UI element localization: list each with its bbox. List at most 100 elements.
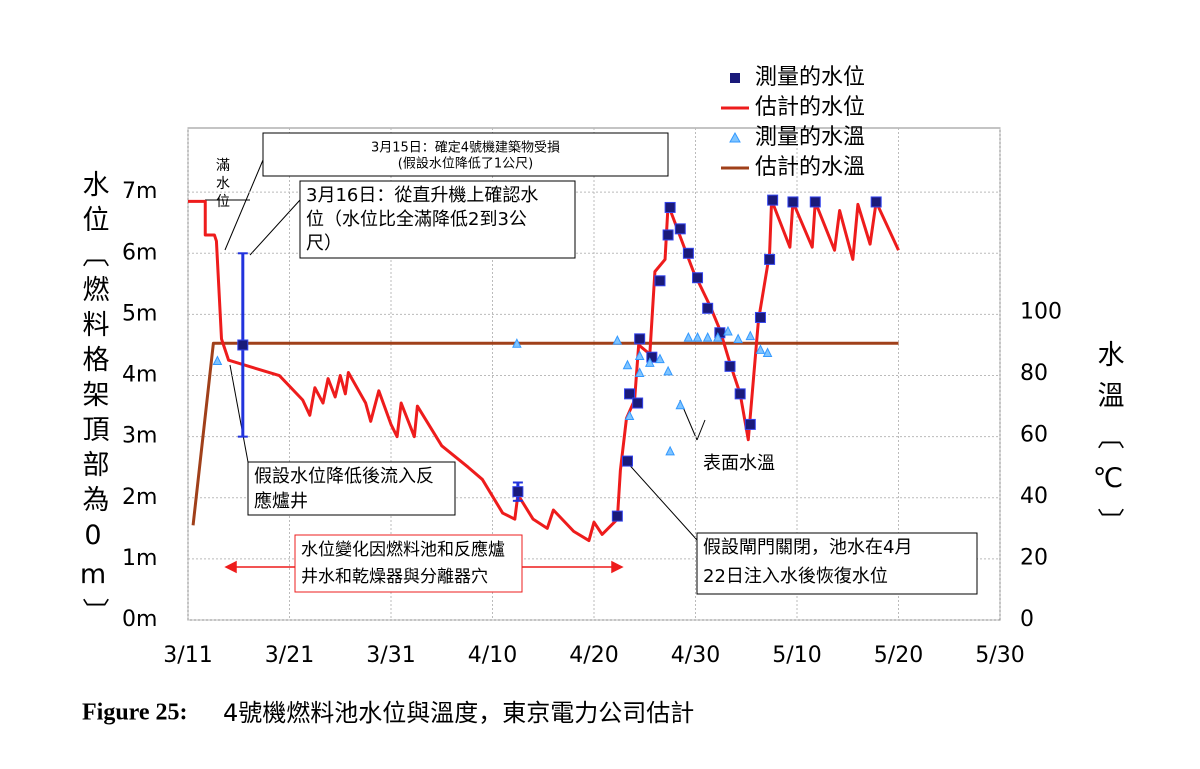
point [745,330,756,341]
point [655,353,665,364]
point [724,360,736,372]
x-tick-label: 4/10 [468,643,517,668]
point [624,410,635,421]
point [634,350,645,361]
point [663,365,673,376]
annotation-box [262,132,669,177]
y-tick-label: 1m [122,546,157,571]
annotation-text: 應爐井 [254,490,308,512]
point [702,331,713,342]
legend-swatch [730,73,740,83]
annotation-text: 假設水位降低後流入反 [254,466,434,487]
y-tick-label: 4m [122,363,157,388]
point [664,201,676,213]
x-tick-label: 5/20 [874,643,923,668]
annotation-box [299,180,576,259]
point [612,335,623,345]
point [787,196,799,208]
point [512,486,524,498]
x-tick-label: 5/30 [975,643,1024,668]
point [754,311,766,323]
point [734,388,746,400]
point [662,229,674,241]
point [764,253,776,265]
y-tick-label: 7m [122,179,157,204]
annotation-text: 22日注入水後恢復水位 [703,566,888,587]
annotation-text: 水位變化因燃料池和反應爐 [301,539,505,560]
annotation-text: 井水和乾燥器與分離器穴 [301,567,488,587]
point [755,344,766,354]
point [767,194,779,206]
point [237,339,249,351]
point [632,397,644,409]
point [870,196,882,208]
caption: 4號機燃料池水位與溫度，東京電力公司估計 [223,699,694,727]
y-tick-label: 0m [122,607,157,632]
point [622,359,633,370]
series-line [191,341,899,526]
x-tick-label: 3/11 [163,643,212,668]
point [733,333,743,344]
x-tick-label: 5/10 [772,643,821,668]
annotation-box [696,532,978,595]
point [809,196,821,208]
annotation-text: 位 [216,194,230,210]
point [692,272,704,284]
legend-label: 測量的水位 [755,65,865,90]
annotation-text: 尺） [306,233,342,254]
point [682,247,694,259]
point [634,367,645,377]
point [713,331,723,342]
caption-label: Figure 25: [82,700,188,726]
point [675,399,686,410]
y2-axis-label: 水溫〔℃〕 [1093,340,1125,549]
annotation-text: 假設閘門關閉，池水在4月 [703,537,912,558]
point [665,445,675,456]
point [723,325,733,336]
point [212,355,223,365]
annotation-text: (假設水位降低了1公尺) [398,156,533,172]
y-axis-label: 水位〔燃料格架頂部為0m〕 [78,170,110,633]
y-tick-label: 3m [122,424,157,449]
annotation-text: 水 [216,176,230,192]
legend-swatch [729,131,741,143]
point [683,331,694,342]
annotation-text: 滿 [216,158,230,174]
y-tick-label: 2m [122,485,157,510]
point [702,302,714,314]
legend-label: 估計的水溫 [755,155,865,180]
y2-tick-label: 20 [1020,546,1048,571]
annotation-text: 位（水位比全滿降低2到3公 [306,209,527,230]
point [674,223,686,235]
point [611,510,623,522]
series-line [188,198,900,543]
annotation-text: 3月16日：從直升機上確認水 [306,185,538,206]
point [624,388,636,400]
annotation-box [247,461,456,516]
point [654,275,666,287]
point [645,357,655,367]
x-tick-label: 4/30 [671,643,720,668]
annotation-text: 表面水溫 [703,453,775,474]
point [634,333,646,345]
point [621,455,633,467]
point [762,347,773,357]
annotation-box [294,534,523,593]
y-tick-label: 5m [122,301,157,326]
y2-tick-label: 40 [1020,484,1048,509]
y2-tick-label: 80 [1020,361,1048,386]
point [744,418,756,430]
legend-label: 估計的水位 [755,95,865,120]
x-tick-label: 3/21 [265,643,314,668]
x-tick-label: 3/31 [366,643,415,668]
y-tick-label: 6m [122,240,157,265]
range-arrow [224,560,624,574]
y2-tick-label: 100 [1020,300,1062,325]
y2-tick-label: 60 [1020,423,1048,448]
legend-label: 測量的水溫 [755,125,865,150]
annotation-text: 3月15日：確定4號機建築物受損 [371,140,560,156]
point [512,338,522,348]
y2-tick-label: 0 [1020,607,1034,632]
point [692,331,703,342]
